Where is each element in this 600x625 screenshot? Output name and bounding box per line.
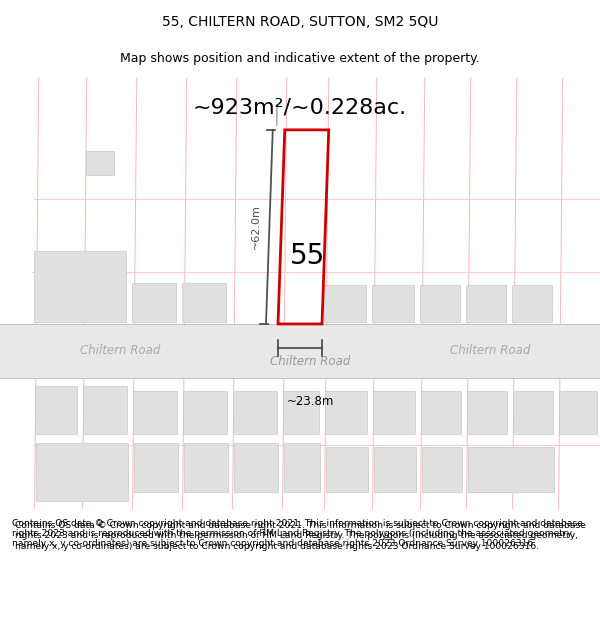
Bar: [326, 447, 368, 492]
Bar: [132, 283, 176, 322]
Bar: [134, 442, 178, 492]
Bar: [133, 391, 177, 434]
Bar: [37, 442, 128, 501]
Bar: [86, 151, 113, 175]
Bar: [422, 447, 463, 492]
Bar: [283, 391, 319, 434]
Bar: [325, 391, 367, 434]
Bar: [35, 386, 77, 434]
Text: Map shows position and indicative extent of the property.: Map shows position and indicative extent…: [120, 52, 480, 65]
Bar: [469, 447, 508, 492]
Bar: [513, 391, 553, 434]
Text: 55: 55: [290, 242, 326, 270]
Text: Contains OS data © Crown copyright and database right 2021. This information is : Contains OS data © Crown copyright and d…: [12, 519, 583, 548]
Bar: [183, 391, 227, 434]
Bar: [466, 285, 506, 322]
Bar: [372, 285, 414, 322]
Bar: [373, 391, 415, 434]
Bar: [512, 285, 552, 322]
Bar: [324, 285, 366, 322]
Bar: [34, 251, 127, 322]
Bar: [284, 442, 320, 492]
Text: Chiltern Road: Chiltern Road: [80, 344, 160, 357]
Bar: [184, 442, 229, 492]
Bar: [233, 391, 277, 434]
Text: Chiltern Road: Chiltern Road: [450, 344, 530, 357]
Text: 55, CHILTERN ROAD, SUTTON, SM2 5QU: 55, CHILTERN ROAD, SUTTON, SM2 5QU: [162, 15, 438, 29]
Text: ~23.8m: ~23.8m: [286, 395, 334, 408]
Bar: [0, 324, 600, 378]
Bar: [182, 283, 226, 322]
Bar: [420, 285, 460, 322]
Text: ~923m²/~0.228ac.: ~923m²/~0.228ac.: [193, 98, 407, 118]
Text: Contains OS data © Crown copyright and database right 2021. This information is : Contains OS data © Crown copyright and d…: [15, 521, 586, 551]
Bar: [559, 391, 597, 434]
Bar: [467, 391, 507, 434]
Bar: [469, 447, 554, 492]
Text: Chiltern Road: Chiltern Road: [270, 355, 350, 368]
Text: ~62.0m: ~62.0m: [251, 204, 262, 249]
Bar: [374, 447, 416, 492]
Bar: [421, 391, 461, 434]
Bar: [235, 442, 278, 492]
Bar: [83, 386, 127, 434]
